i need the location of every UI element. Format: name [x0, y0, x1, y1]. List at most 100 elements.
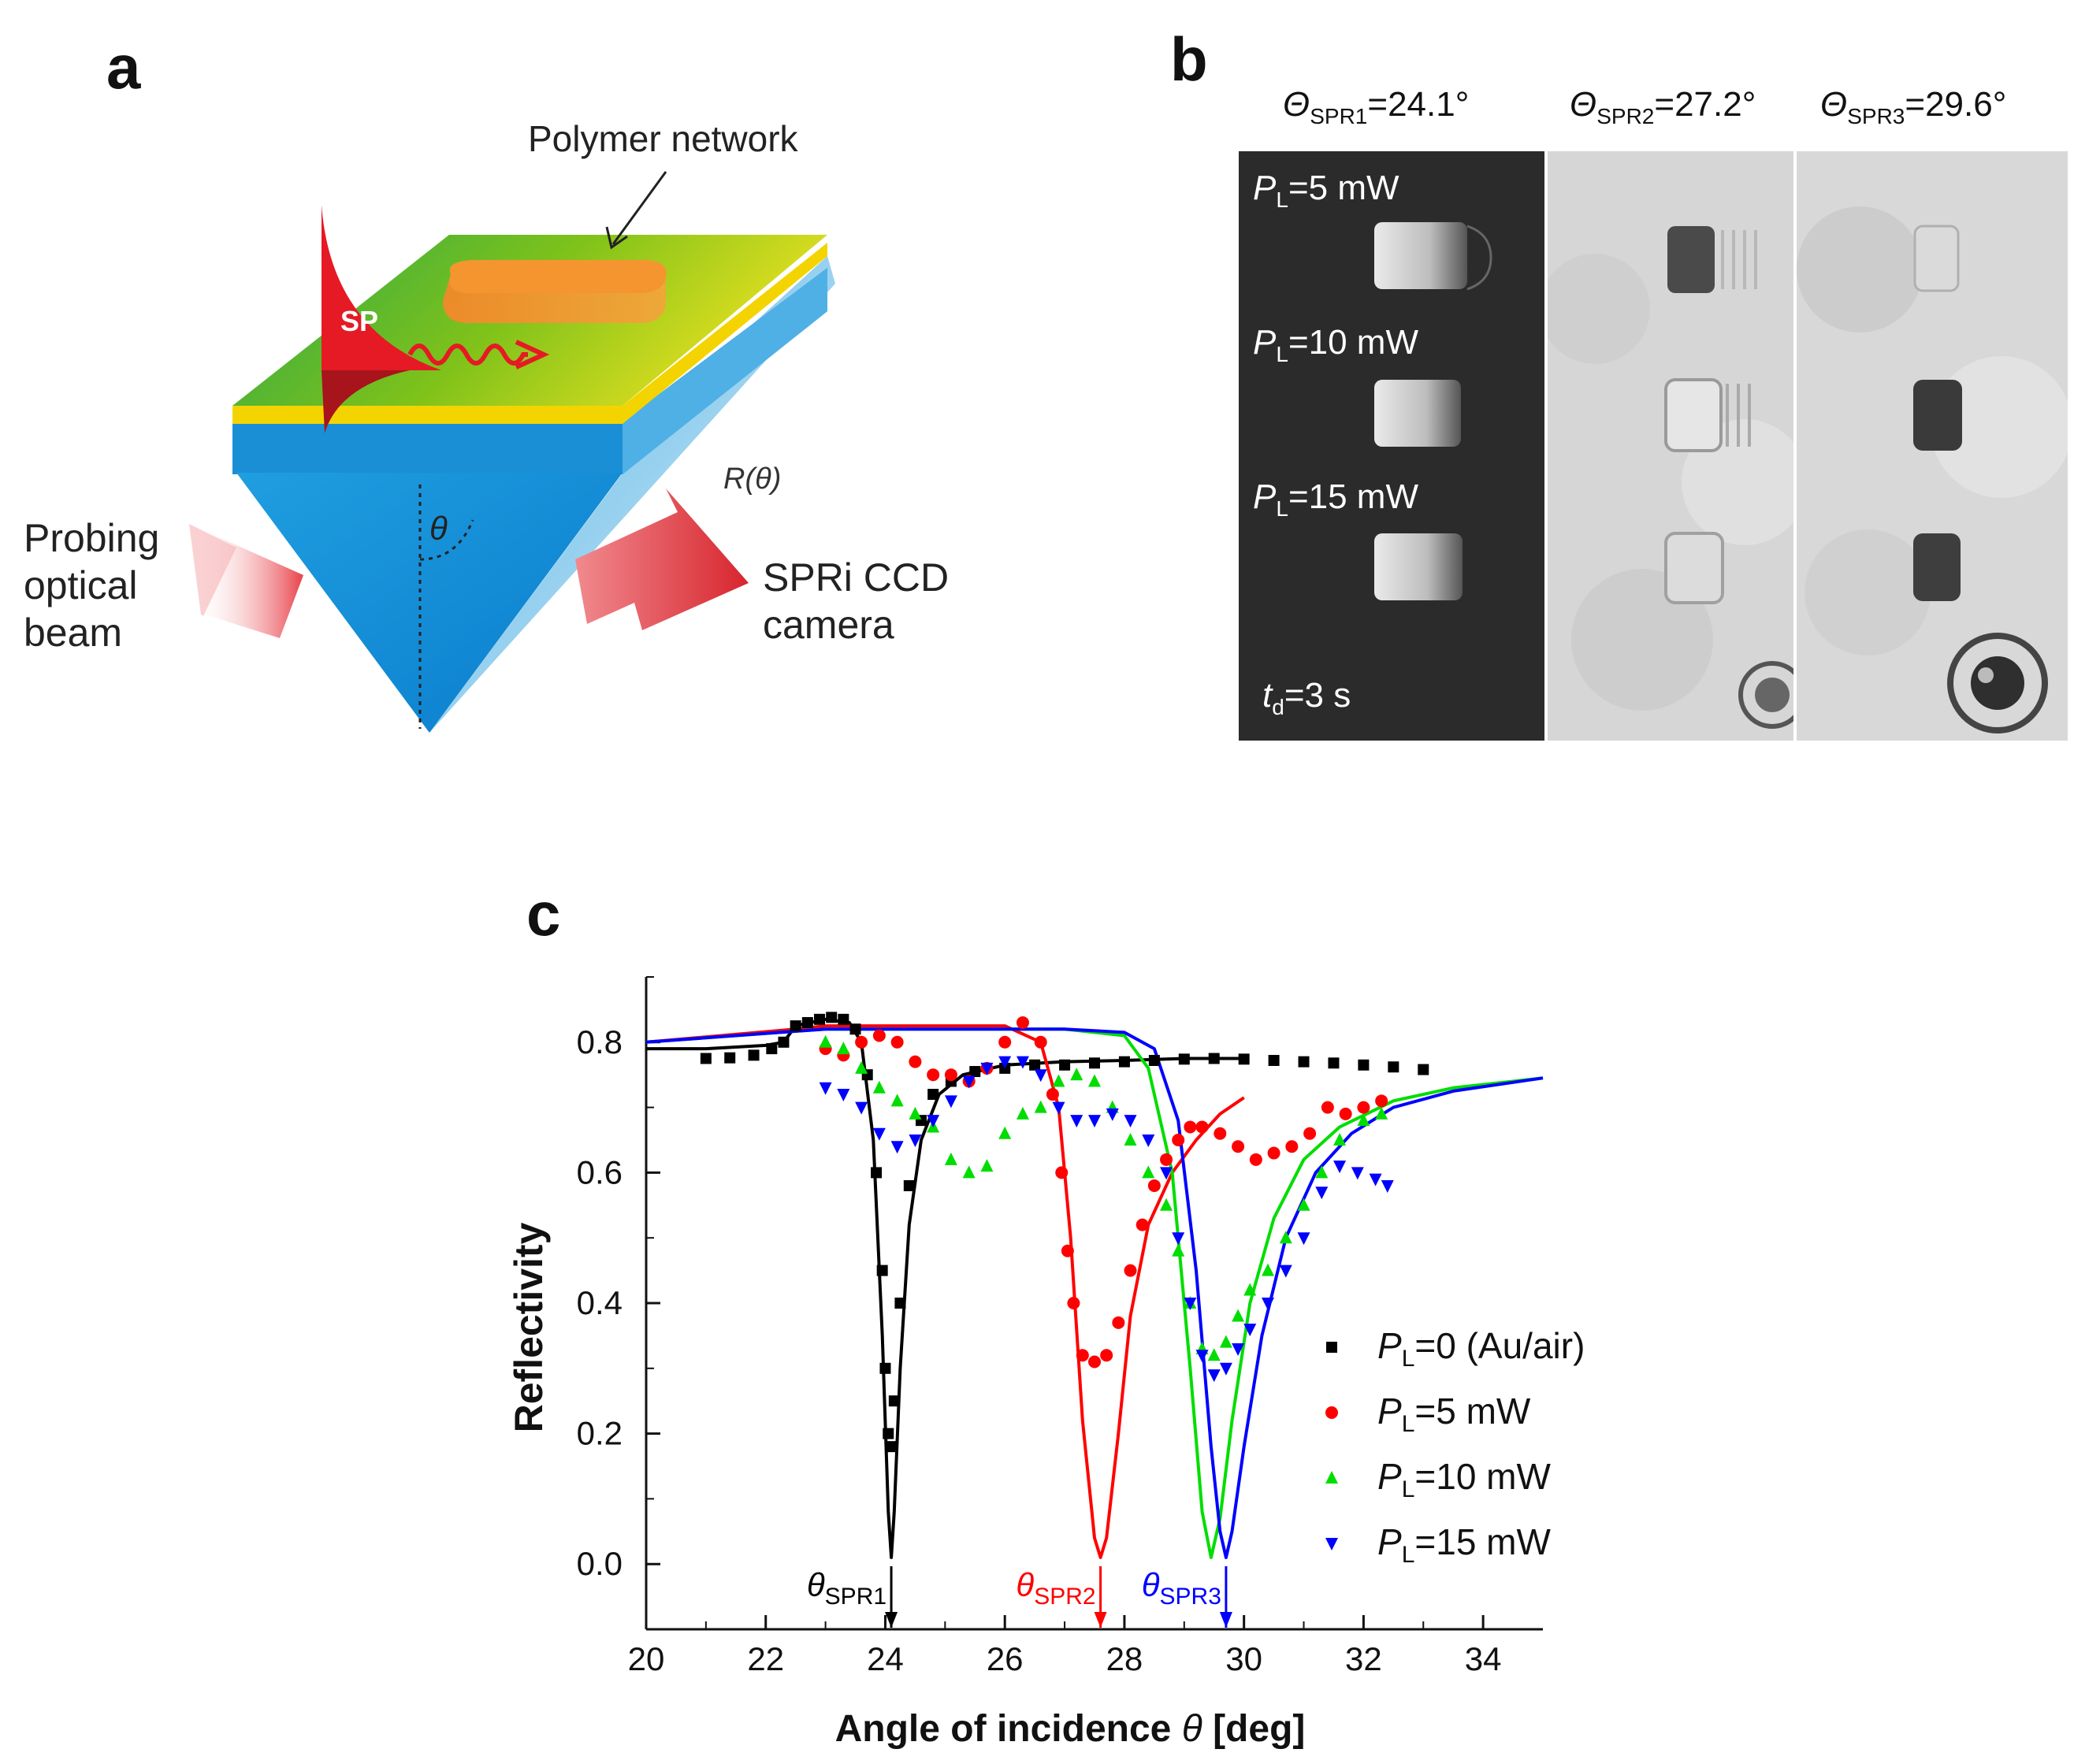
data-point-triangle-down: [1088, 1115, 1101, 1128]
data-point-circle: [944, 1068, 957, 1082]
data-point-square: [1148, 1054, 1160, 1066]
data-point-triangle-up: [944, 1152, 957, 1165]
y-tick-label: 0.4: [577, 1284, 623, 1321]
data-point-circle: [1267, 1146, 1280, 1160]
data-point-triangle-down: [1325, 1538, 1338, 1550]
data-point-triangle-down: [1219, 1362, 1232, 1376]
data-point-circle: [1184, 1120, 1197, 1134]
data-point-circle: [890, 1035, 904, 1049]
fit-curve-p10: [645, 1027, 1544, 1559]
data-point-circle: [1147, 1179, 1161, 1192]
legend-entry-1: PL=0 (Au/air): [1377, 1325, 1585, 1372]
data-point-square: [1418, 1064, 1429, 1075]
theta-spr1-header: ΘSPR1=24.1°: [1283, 85, 1470, 128]
data-point-triangle-down: [1184, 1298, 1197, 1310]
pattern-spot-light-10mw: [1664, 378, 1723, 452]
data-point-circle: [927, 1068, 940, 1082]
data-point-square: [1298, 1056, 1310, 1068]
data-point-circle: [1088, 1355, 1101, 1368]
data-point-circle: [998, 1035, 1012, 1049]
data-point-square: [1268, 1054, 1280, 1066]
glass-slab-right: [623, 268, 827, 474]
data-point-triangle-up: [837, 1042, 850, 1055]
data-point-square: [1326, 1342, 1337, 1353]
x-tick-label: 34: [1465, 1640, 1502, 1677]
data-point-triangle-down: [1207, 1369, 1221, 1383]
x-tick-label: 32: [1345, 1640, 1382, 1677]
data-point-circle: [1303, 1127, 1317, 1140]
data-point-circle: [1034, 1035, 1047, 1049]
x-tick-label: 20: [628, 1640, 665, 1677]
incident-beam-fade: [189, 524, 236, 616]
data-point-triangle-down: [1381, 1179, 1394, 1193]
data-point-triangle-down: [1333, 1161, 1347, 1174]
data-point-triangle-up: [1088, 1074, 1101, 1087]
pattern-spot-dark-10mw: [1913, 380, 1962, 451]
data-point-triangle-down: [837, 1089, 850, 1102]
data-point-square: [1118, 1056, 1130, 1068]
data-point-triangle-up: [1034, 1100, 1047, 1113]
sp-label: SP: [340, 305, 378, 337]
data-point-triangle-up: [1016, 1106, 1029, 1120]
spr-image-strip: PL=5 mW PL=10 mW PL=15 mW td=3 s: [1239, 151, 2068, 741]
pattern-spot-15mw: [1374, 533, 1463, 600]
fit-curve-p15: [645, 1027, 1544, 1559]
fit-curve-p5: [645, 1024, 1245, 1559]
spr-image-tile-1: [1239, 151, 1544, 741]
data-point-triangle-down: [927, 1115, 940, 1128]
pattern-spot-light-15mw: [1664, 532, 1724, 604]
data-point-circle: [909, 1055, 922, 1068]
data-point-triangle-up: [855, 1060, 868, 1074]
polymer-pointer-head: [605, 226, 628, 250]
data-point-circle: [1160, 1153, 1173, 1166]
data-point-triangle-up: [1375, 1106, 1388, 1120]
data-point-triangle-down: [909, 1135, 922, 1147]
data-point-square: [879, 1362, 891, 1374]
data-point-triangle-up: [1142, 1165, 1155, 1179]
data-point-square: [766, 1043, 778, 1055]
data-point-square: [969, 1066, 981, 1078]
data-point-square: [927, 1089, 939, 1101]
reflected-beam: [575, 488, 749, 630]
data-point-triangle-up: [1262, 1263, 1275, 1276]
data-point-circle: [1285, 1140, 1299, 1153]
data-point-triangle-up: [1315, 1165, 1329, 1179]
data-point-triangle-down: [1070, 1115, 1083, 1128]
data-point-triangle-up: [1052, 1074, 1065, 1087]
data-point-square: [801, 1016, 813, 1028]
spr-image-tile-2: [1548, 151, 1793, 741]
data-point-circle: [1046, 1088, 1059, 1101]
data-point-triangle-down: [980, 1062, 994, 1075]
data-point-triangle-down: [1262, 1298, 1275, 1310]
data-point-square: [1208, 1053, 1220, 1064]
pattern-spot-5mw: [1374, 222, 1467, 289]
data-point-square: [790, 1020, 801, 1032]
data-point-circle: [1061, 1244, 1074, 1257]
data-point-triangle-up: [1219, 1335, 1232, 1348]
r-theta-label: R(θ): [723, 462, 781, 496]
data-point-square: [1089, 1057, 1100, 1069]
y-axis-label: Reflectivity: [507, 1222, 551, 1432]
plasmon-wave-arrow: [407, 344, 528, 366]
data-point-triangle-down: [1172, 1232, 1185, 1246]
data-point-circle: [1357, 1101, 1370, 1114]
data-point-triangle-down: [944, 1095, 957, 1109]
data-point-triangle-down: [1016, 1056, 1029, 1069]
data-point-circle: [1172, 1134, 1185, 1146]
power-label-10mw: PL=10 mW: [1253, 323, 1418, 366]
resonance-arrow-head: [1219, 1612, 1232, 1628]
data-point-triangle-up: [1160, 1198, 1173, 1211]
data-point-square: [814, 1013, 826, 1025]
incidence-angle-arc: [419, 519, 474, 561]
data-point-circle: [1214, 1127, 1227, 1140]
resonance-label-2: θSPR2: [1016, 1566, 1095, 1610]
data-point-triangle-down: [998, 1056, 1012, 1069]
data-point-triangle-down: [1279, 1265, 1292, 1278]
data-point-triangle-up: [1333, 1133, 1347, 1146]
data-point-square: [724, 1052, 736, 1064]
data-point-circle: [1339, 1107, 1352, 1120]
polymer-network-label: Polymer network: [528, 118, 799, 159]
data-point-triangle-up: [819, 1034, 832, 1048]
data-point-square: [894, 1298, 906, 1309]
data-point-circle: [855, 1035, 868, 1049]
